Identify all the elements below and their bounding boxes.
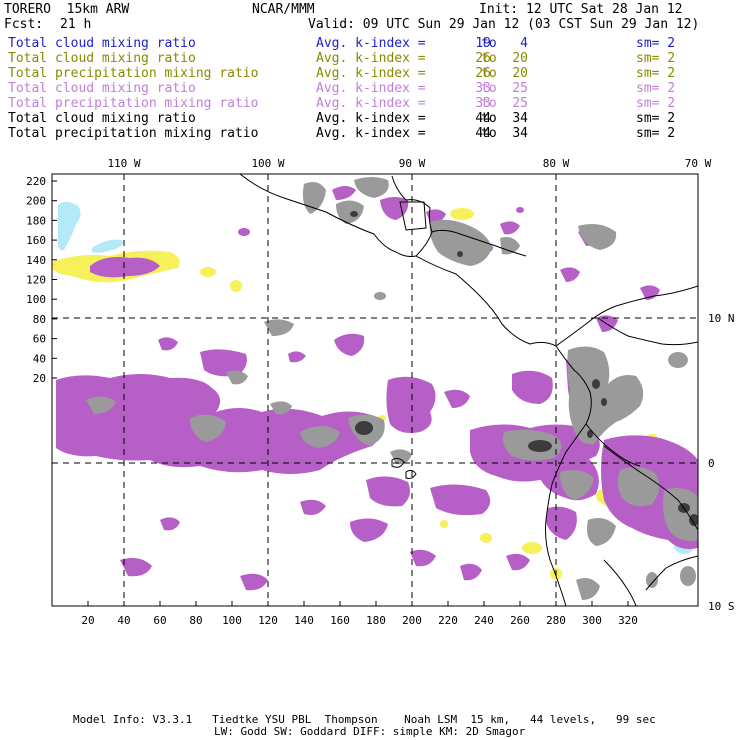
legend-kindex-to: 20 [512,51,528,66]
model-info: Model Info: V3.3.1 Tiedtke YSU PBL Thomp… [73,713,656,726]
lat-lon-grid [52,174,698,606]
legend-smoothing: sm= 2 [636,111,676,126]
axis-ticks [52,180,629,606]
y-tick-label: 140 [26,254,46,267]
legend-kindex-label: Avg. k-index = [316,51,426,66]
x-tick-label: 300 [582,614,602,627]
legend-kindex-to: 25 [512,81,528,96]
legend-smoothing: sm= 2 [636,36,676,51]
x-tick-label: 40 [117,614,130,627]
legend-smoothing: sm= 2 [636,96,676,111]
x-tick-label: 260 [510,614,530,627]
x-tick-label: 240 [474,614,494,627]
legend-smoothing: sm= 2 [636,81,676,96]
x-tick-label: 80 [189,614,202,627]
y-tick-label: 200 [26,195,46,208]
x-tick-label: 20 [81,614,94,627]
x-tick-label: 280 [546,614,566,627]
x-tick-label: 140 [294,614,314,627]
lon-label: 110 W [107,157,140,170]
legend-kindex-from: 33 [475,96,491,111]
lon-label: 100 W [251,157,284,170]
dark-cloud [350,211,698,526]
legend-kindex-to: 20 [512,66,528,81]
precip-layer [52,177,698,600]
legend-kindex-label: Avg. k-index = [316,126,426,141]
lat-label: 10 N [708,312,735,325]
legend-kindex-label: Avg. k-index = [316,96,426,111]
legend-field: Total precipitation mixing ratio [8,126,259,141]
lat-label: 10 S [708,600,735,613]
legend-kindex-from: 44 [475,111,491,126]
lat-label: 0 [708,457,715,470]
legend-kindex-to: 25 [512,96,528,111]
y-tick-label: 120 [26,274,46,287]
y-tick-label: 220 [26,175,46,188]
x-tick-label: 200 [402,614,422,627]
legend-kindex-from: 19 [475,36,491,51]
legend-to-word: to [481,36,497,51]
legend-kindex-from: 26 [475,66,491,81]
legend-field: Total precipitation mixing ratio [8,96,259,111]
lon-label: 80 W [543,157,570,170]
axis-labels: 110 W 100 W 90 W 80 W 70 W 10 N 0 10 S 220 200 180… [26,157,734,627]
legend-kindex-to: 34 [512,126,528,141]
y-tick-label: 100 [26,293,46,306]
y-tick-label: 80 [33,313,46,326]
legend-to-word: to [481,66,497,81]
y-tick-label: 40 [33,352,46,365]
legend-kindex-from: 33 [475,81,491,96]
legend-kindex-to: 34 [512,111,528,126]
legend-field: Total cloud mixing ratio [8,111,196,126]
legend-field: Total cloud mixing ratio [8,81,196,96]
map-frame [51,173,699,607]
y-tick-label: 180 [26,214,46,227]
x-tick-label: 160 [330,614,350,627]
legend-kindex-label: Avg. k-index = [316,81,426,96]
center-name: NCAR/MMM [252,2,315,17]
legend-field: Total cloud mixing ratio [8,51,196,66]
x-tick-label: 100 [222,614,242,627]
legend-kindex-to: 4 [520,36,528,51]
legend-to-word: to [481,111,497,126]
x-tick-label: 60 [153,614,166,627]
x-tick-label: 320 [618,614,638,627]
y-tick-label: 160 [26,234,46,247]
legend-smoothing: sm= 2 [636,66,676,81]
forecast-label: Fcst: [4,17,44,32]
x-tick-label: 120 [258,614,278,627]
legend-kindex-from: 26 [475,51,491,66]
forecast-hour: 21 h [60,17,92,32]
physics-info: LW: Godd SW: Goddard DIFF: simple KM: 2D… [214,725,526,738]
model-name: TORERO 15km ARW [4,2,130,17]
legend-to-word: to [481,81,497,96]
x-tick-label: 220 [438,614,458,627]
init-time: Init: 12 UTC Sat 28 Jan 12 [479,2,683,17]
legend-field: Total cloud mixing ratio [8,36,196,51]
legend-kindex-from: 44 [475,126,491,141]
y-tick-label: 60 [33,333,46,346]
coastlines [239,174,698,606]
legend-smoothing: sm= 2 [636,126,676,141]
legend-to-word: to [481,51,497,66]
legend-smoothing: sm= 2 [636,51,676,66]
y-tick-label: 20 [33,372,46,385]
gray-cloud [86,177,698,600]
legend-kindex-label: Avg. k-index = [316,36,426,51]
legend-field: Total precipitation mixing ratio [8,66,259,81]
legend-kindex-label: Avg. k-index = [316,66,426,81]
lon-label: 70 W [685,157,712,170]
lon-label: 90 W [399,157,426,170]
valid-time: Valid: 09 UTC Sun 29 Jan 12 (03 CST Sun … [308,17,700,32]
legend-to-word: to [481,126,497,141]
legend-kindex-label: Avg. k-index = [316,111,426,126]
x-tick-label: 180 [366,614,386,627]
legend-to-word: to [481,96,497,111]
